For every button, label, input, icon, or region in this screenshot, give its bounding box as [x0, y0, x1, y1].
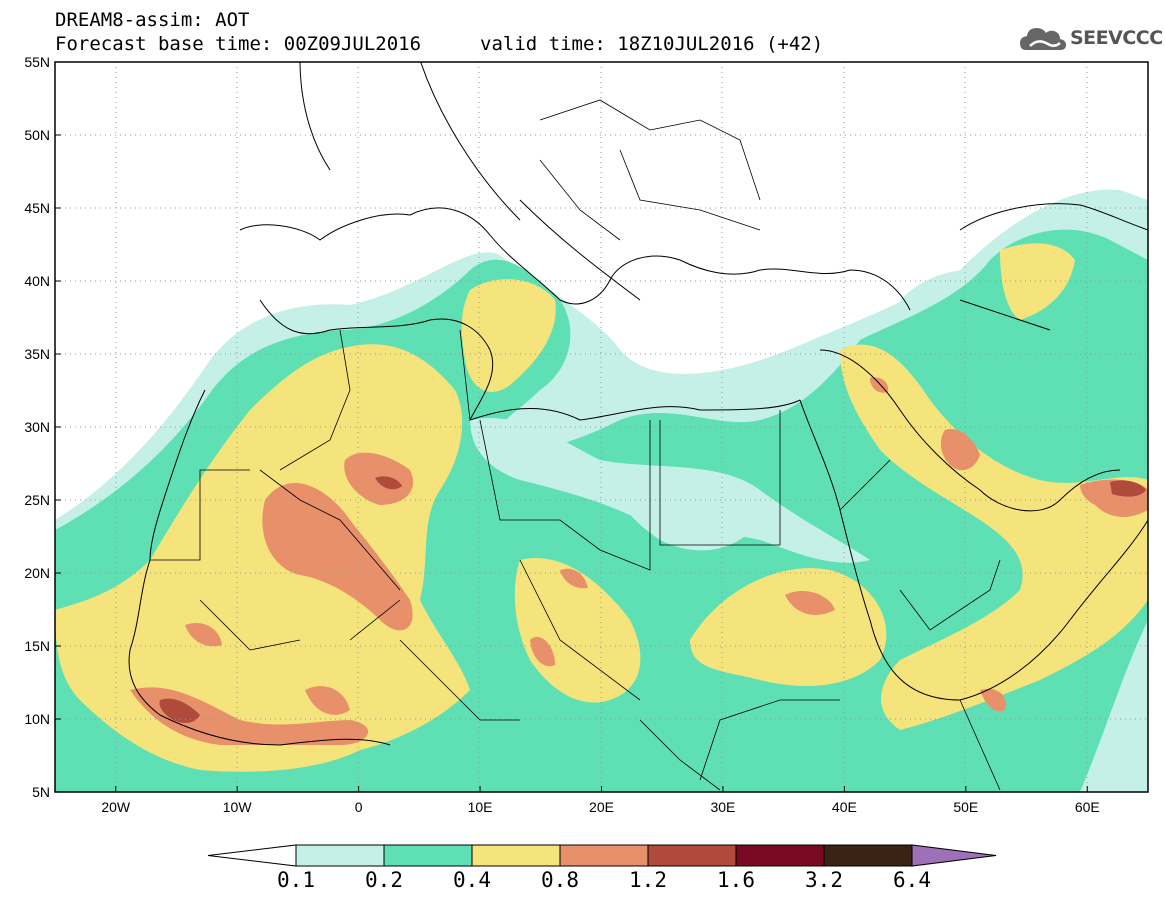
lat-tick-label: 35N	[24, 346, 50, 362]
colorbar-segment	[735, 844, 825, 867]
colorbar-segment	[647, 844, 737, 867]
seevccc-logo: SEEVCCC	[1018, 22, 1163, 56]
lon-tick-label: 0	[355, 799, 363, 815]
colorbar-segment	[823, 844, 913, 867]
colorbar-max-arrow	[911, 844, 997, 867]
coastlines	[128, 62, 1148, 746]
aot-field-04-08	[55, 243, 1148, 772]
valid-time: valid time: 18Z10JUL2016 (+42)	[480, 33, 824, 55]
lon-tick-label: 10W	[223, 799, 253, 815]
logo-text: SEEVCCC	[1070, 27, 1163, 49]
grid-lines	[55, 62, 1148, 792]
colorbar-label: 1.2	[629, 868, 667, 892]
colorbar-label: 0.1	[277, 868, 315, 892]
colorbar-segment	[383, 844, 473, 867]
lat-tick-label: 40N	[24, 273, 50, 289]
aot-field-08-12	[130, 377, 1148, 745]
lon-tick-label: 50E	[953, 799, 978, 815]
lon-tick-label: 60E	[1075, 799, 1100, 815]
lon-tick-label: 10E	[468, 799, 493, 815]
colorbar-label: 3.2	[805, 868, 843, 892]
lat-tick-label: 5N	[32, 784, 50, 800]
colorbar-segment	[559, 844, 649, 867]
lat-tick-label: 20N	[24, 565, 50, 581]
colorbar-label: 0.2	[365, 868, 403, 892]
aot-field-01-02-inner	[470, 418, 870, 563]
lat-tick-label: 45N	[24, 200, 50, 216]
colorbar	[207, 844, 997, 867]
lat-tick-label: 10N	[24, 711, 50, 727]
lat-tick-label: 25N	[24, 492, 50, 508]
colorbar-label: 6.4	[893, 868, 931, 892]
lat-tick-label: 30N	[24, 419, 50, 435]
lon-tick-label: 40E	[832, 799, 857, 815]
country-borders	[150, 99, 1001, 791]
lon-tick-label: 20W	[101, 799, 131, 815]
longitude-ticks: 20W 10W 0 10E 20E 30E 40E 50E 60E	[101, 786, 1100, 815]
lon-tick-label: 30E	[710, 799, 735, 815]
aot-field-12-16	[159, 476, 1146, 723]
lat-tick-label: 50N	[24, 127, 50, 143]
colorbar-min-arrow	[207, 844, 297, 867]
lat-tick-label: 15N	[24, 638, 50, 654]
forecast-base-time: Forecast base time: 00Z09JUL2016	[55, 33, 422, 55]
colorbar-segment	[295, 844, 385, 867]
colorbar-label: 0.8	[541, 868, 579, 892]
colorbar-label: 0.4	[453, 868, 491, 892]
colorbar-label: 1.6	[717, 868, 755, 892]
latitude-ticks: 5N 10N 15N 20N 25N 30N 35N 40N 45N 50N 55N	[24, 54, 61, 800]
lon-tick-label: 20E	[589, 799, 614, 815]
map-title: DREAM8-assim: AOT	[55, 9, 250, 31]
cloud-icon	[1020, 28, 1066, 50]
colorbar-segment	[471, 844, 561, 867]
aot-fields	[55, 189, 1148, 792]
lat-tick-label: 55N	[24, 54, 50, 70]
